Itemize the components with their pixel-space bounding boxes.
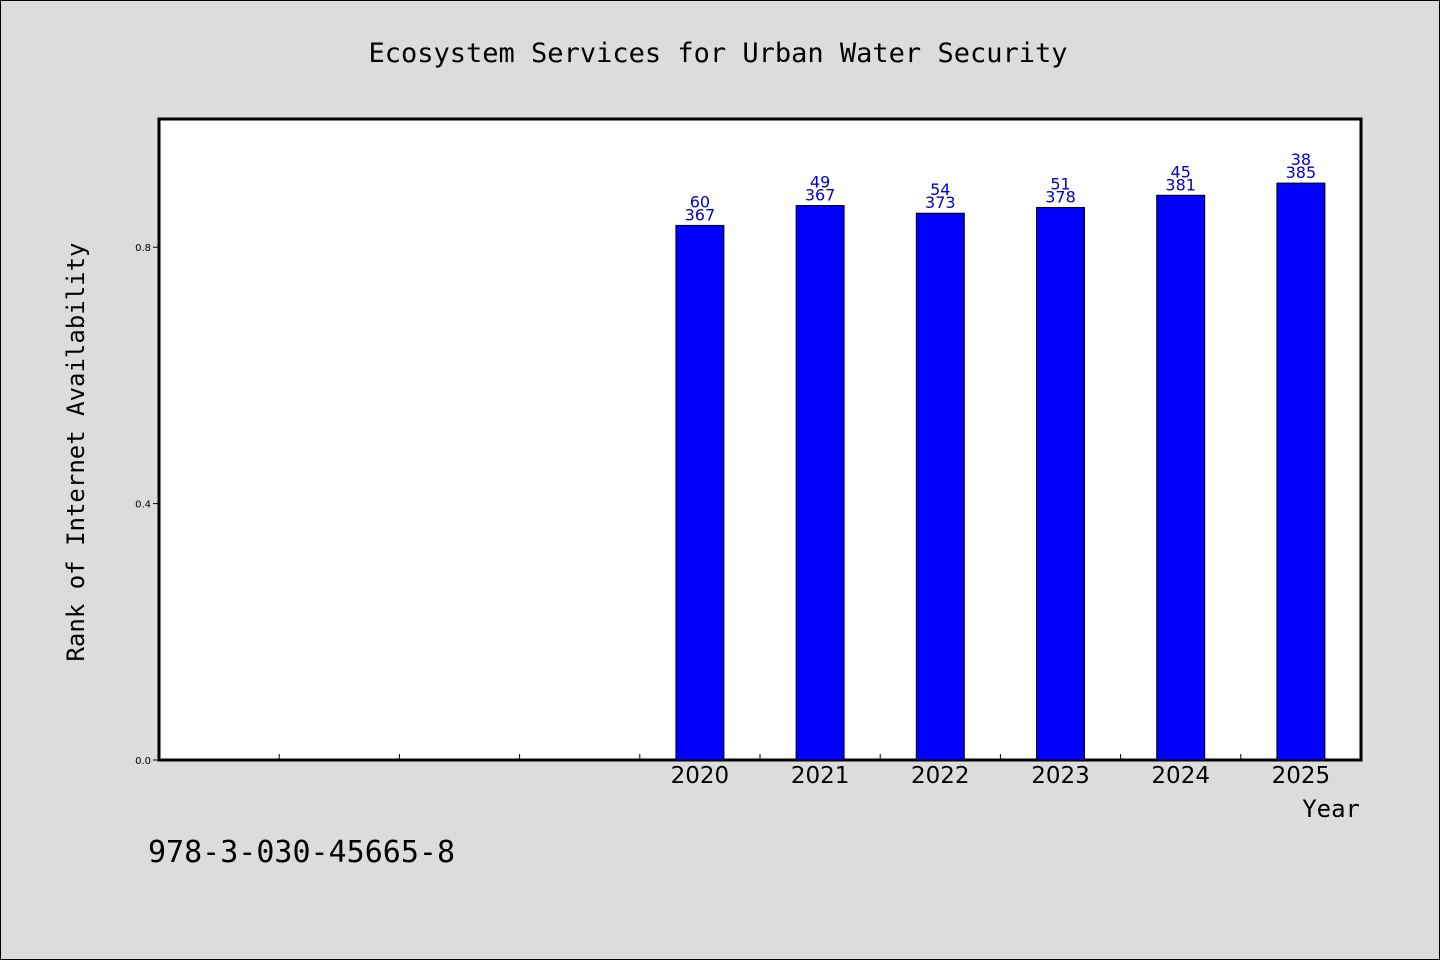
bar-data-label-bottom: 385 [1286, 163, 1317, 182]
y-tick-label: 0.0 [135, 756, 151, 767]
bar-data-label-bottom: 378 [1045, 187, 1076, 206]
chart-title: Ecosystem Services for Urban Water Secur… [369, 38, 1068, 69]
isbn-label: 978-3-030-45665-8 [148, 835, 455, 870]
x-tick-label: 2022 [911, 763, 970, 789]
bar-data-label-bottom: 373 [925, 193, 956, 212]
bar [1276, 182, 1326, 761]
bar-data-label-top: 45 [1171, 162, 1191, 181]
y-axis-label: Rank of Internet Availability [62, 242, 90, 661]
x-tick-label: 2023 [1031, 763, 1090, 789]
bar-data-label-bottom: 367 [685, 205, 716, 224]
x-tick-label: 2025 [1272, 763, 1331, 789]
x-tick-label: 2024 [1151, 763, 1210, 789]
bar-data-label-top: 60 [690, 192, 710, 211]
bar-data-label-top: 49 [810, 173, 830, 192]
bar-data-label-top: 38 [1291, 150, 1311, 169]
y-tick-label: 0.4 [135, 500, 151, 511]
bar [795, 205, 845, 761]
bar-series [675, 182, 1326, 761]
y-axis: 0.0 0.4 0.8 [135, 243, 159, 767]
x-axis-label: Year [1302, 795, 1360, 823]
x-tick-label: 2021 [791, 763, 850, 789]
bar [1156, 194, 1206, 761]
bar-data-label-top: 54 [930, 180, 950, 199]
bar-data-label-top: 51 [1050, 174, 1070, 193]
y-tick-label: 0.8 [135, 243, 151, 254]
bar [1036, 206, 1085, 761]
bar [915, 212, 965, 761]
bar-data-label-bottom: 367 [805, 186, 836, 205]
x-tick-label: 2020 [671, 763, 730, 789]
x-axis: 2020 2021 2022 2023 2024 2025 [278, 754, 1331, 789]
bar [675, 224, 725, 761]
bar-data-label-bottom: 381 [1165, 175, 1196, 194]
